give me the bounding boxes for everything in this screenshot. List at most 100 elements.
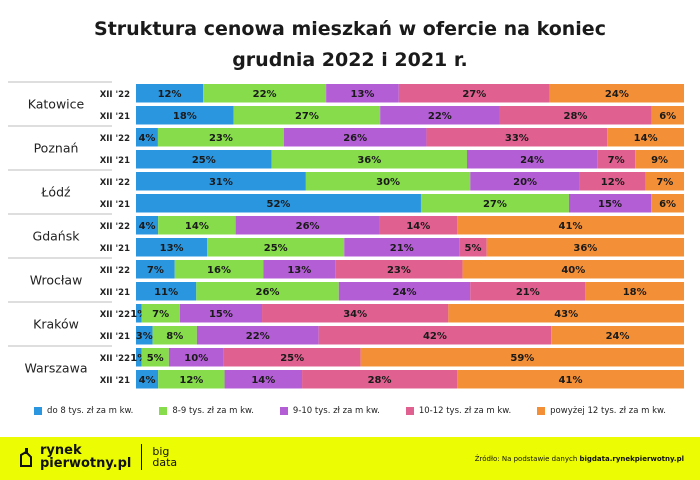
data-label: 14% xyxy=(406,221,430,232)
bar-segment xyxy=(398,84,550,103)
data-label: 4% xyxy=(139,221,156,232)
data-label: 26% xyxy=(256,287,280,298)
bar-segment xyxy=(141,348,169,367)
source-link[interactable]: bigdata.rynekpierwotny.pl xyxy=(579,455,685,463)
data-label: 41% xyxy=(559,375,583,386)
data-label: 24% xyxy=(393,287,417,298)
data-label: 27% xyxy=(295,111,319,122)
legend-label-do-8: do 8 tys. zł za m kw. xyxy=(47,406,134,416)
period-label: XII '22 xyxy=(100,222,130,232)
bar-segment xyxy=(420,194,569,213)
bar-segment xyxy=(203,84,327,103)
bar-segment xyxy=(136,84,204,103)
bar-segment xyxy=(158,216,236,235)
period-label: XII '21 xyxy=(100,156,130,166)
chart-title-line-2: grudnia 2022 i 2021 r. xyxy=(232,49,468,71)
legend-label-powyzej-12: powyżej 12 tys. zł za m kw. xyxy=(550,406,666,416)
legend-swatch-9-10 xyxy=(279,407,288,415)
chart-legend: do 8 tys. zł za m kw. 8-9 tys. zł za m k… xyxy=(0,406,700,416)
logo-line-2: pierwotny.pl xyxy=(40,456,132,471)
data-label: 21% xyxy=(516,287,540,298)
data-label: 22% xyxy=(246,331,270,342)
period-label: XII '22 xyxy=(100,354,130,364)
bar-segment xyxy=(136,238,208,257)
bar-segment xyxy=(302,370,458,389)
data-label: 9% xyxy=(651,155,668,166)
stacked-bar-chart: Katowice XII '22 12% 22% 13% 27% 24% XII '21 18%… xyxy=(8,81,684,389)
data-label: 30% xyxy=(376,177,400,188)
bar-segment xyxy=(136,282,197,301)
data-label: 18% xyxy=(173,111,197,122)
data-label: 14% xyxy=(634,133,658,144)
bar-segment xyxy=(645,172,684,191)
bar-segment xyxy=(136,216,159,235)
bar-segment xyxy=(457,216,684,235)
bigdata-wordmark: big data xyxy=(152,446,177,468)
period-label: XII '21 xyxy=(100,244,130,254)
bigdata-line-2: data xyxy=(152,456,178,469)
bar-segment xyxy=(344,238,460,257)
city-label-łódź: Łódź xyxy=(40,185,71,200)
city-label-poznań: Poznań xyxy=(34,141,79,156)
chart-title: Struktura cenowa mieszkań w ofercie na k… xyxy=(0,14,700,76)
bar-segment xyxy=(651,194,684,213)
bar-segment xyxy=(466,150,598,169)
data-label: 10% xyxy=(184,353,208,364)
data-label: 20% xyxy=(513,177,537,188)
data-label: 27% xyxy=(483,199,507,210)
data-label: 34% xyxy=(343,309,367,320)
data-label: 6% xyxy=(659,199,676,210)
data-label: 21% xyxy=(390,243,414,254)
bar-segment xyxy=(499,106,652,125)
bar-segment xyxy=(549,84,684,103)
bar-segment xyxy=(157,128,284,147)
period-label: XII '22 xyxy=(100,266,130,276)
data-label: 1% xyxy=(130,309,147,320)
legend-item-8-9: 8-9 tys. zł za m kw. xyxy=(159,406,254,416)
period-label: XII '21 xyxy=(100,288,130,298)
data-label: 24% xyxy=(606,331,630,342)
bar-segment xyxy=(136,194,421,213)
bar-segment xyxy=(263,260,336,279)
bar-segment xyxy=(152,326,197,345)
bar-segment xyxy=(271,150,467,169)
data-label: 23% xyxy=(387,265,411,276)
data-label: 1% xyxy=(130,353,147,364)
data-label: 24% xyxy=(520,155,544,166)
data-label: 18% xyxy=(623,287,647,298)
period-label: XII '22 xyxy=(100,134,130,144)
period-label: XII '22 xyxy=(100,90,130,100)
data-label: 12% xyxy=(158,89,182,100)
bar-segment xyxy=(136,326,153,345)
data-label: 23% xyxy=(209,133,233,144)
legend-item-9-10: 9-10 tys. zł za m kw. xyxy=(279,406,380,416)
data-label: 42% xyxy=(423,331,447,342)
bar-segment xyxy=(470,172,580,191)
bar-segment xyxy=(585,282,684,301)
data-label: 14% xyxy=(251,375,275,386)
data-label: 31% xyxy=(209,177,233,188)
period-label: XII '22 xyxy=(100,178,130,188)
rynekpierwotny-logo[interactable]: rynek pierwotny.pl big data xyxy=(18,444,177,470)
chart-title-line-1: Struktura cenowa mieszkań w ofercie na k… xyxy=(94,18,606,40)
logo-wordmark: rynek pierwotny.pl xyxy=(40,444,131,470)
house-logo-icon xyxy=(18,446,34,468)
city-label-warszawa: Warszawa xyxy=(25,361,88,376)
city-label-kraków: Kraków xyxy=(33,317,79,332)
bar-segment xyxy=(136,260,175,279)
city-label-wrocław: Wrocław xyxy=(30,273,83,288)
bar-segment xyxy=(136,304,142,323)
data-label: 22% xyxy=(253,89,277,100)
bar-segment xyxy=(136,106,234,125)
data-label: 36% xyxy=(573,243,597,254)
bar-segment xyxy=(380,106,500,125)
data-label: 43% xyxy=(554,309,578,320)
data-label: 8% xyxy=(166,331,183,342)
legend-item-10-12: 10-12 tys. zł za m kw. xyxy=(405,406,511,416)
data-label: 22% xyxy=(428,111,452,122)
data-label: 28% xyxy=(368,375,392,386)
legend-label-8-9: 8-9 tys. zł za m kw. xyxy=(172,406,254,416)
bar-segment xyxy=(158,370,225,389)
bar-segment xyxy=(136,370,159,389)
bar-segment xyxy=(136,172,306,191)
